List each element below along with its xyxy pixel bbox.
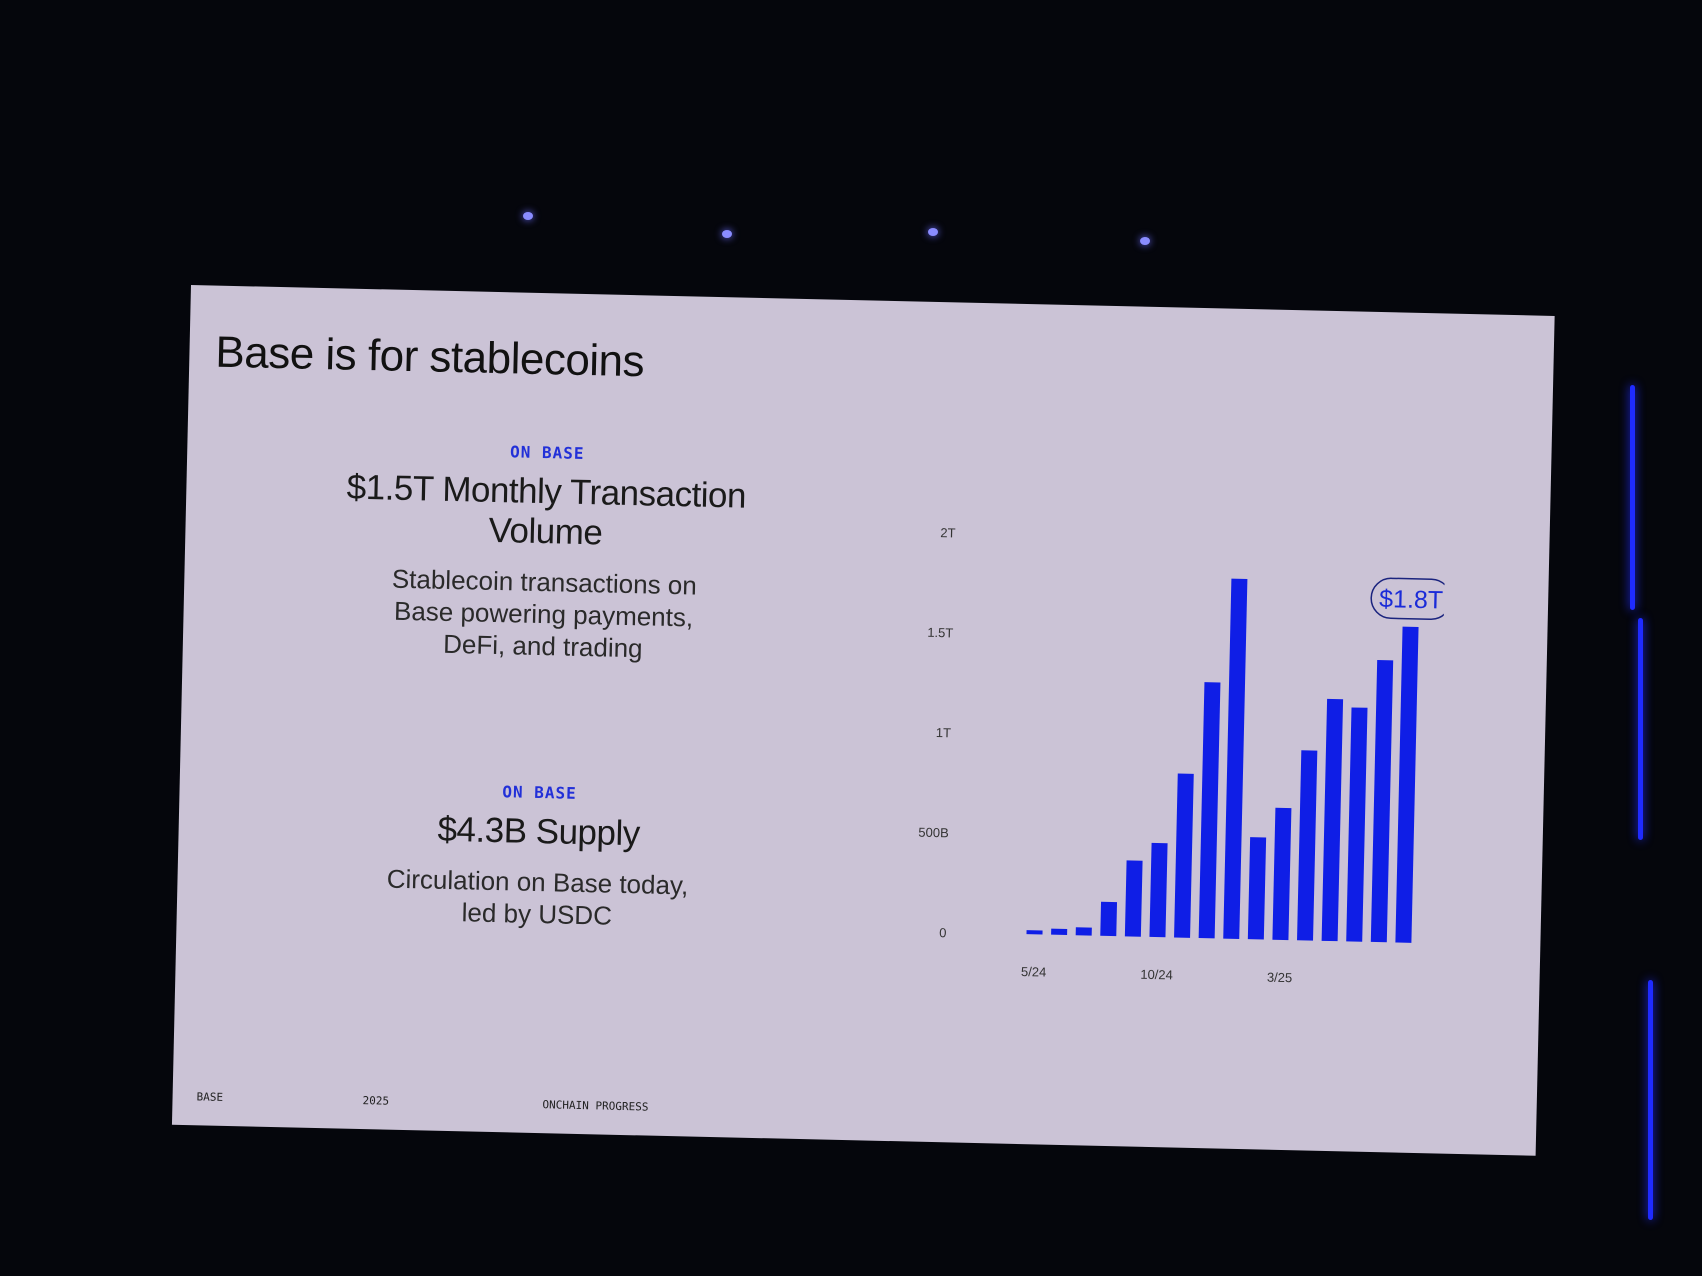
bar-5/25 [1321,698,1344,942]
led-strip [1630,385,1635,610]
stat-kicker: ON BASE [502,782,577,803]
bar-4/25 [1297,750,1318,941]
stage-light [1140,237,1150,245]
x-tick-label: 10/24 [1140,967,1173,983]
led-strip [1638,618,1643,840]
bar-6/24 [1051,928,1068,936]
stat-headline: $1.5T Monthly Transaction Volume [346,467,747,553]
y-tick-label: 0 [939,925,947,940]
stage-light [523,212,533,220]
bar-7/24 [1075,927,1092,936]
x-tick-label: 3/25 [1267,970,1293,986]
bar-10/24 [1149,842,1168,938]
bar-3/25 [1272,807,1292,941]
bar-8/25 [1395,626,1419,943]
y-tick-label: 1.5T [927,625,953,641]
footer-section: ONCHAIN PROGRESS [542,1098,649,1114]
annotation-label: $1.8T [1379,585,1444,614]
bar-11/24 [1174,773,1194,938]
y-tick-label: 500B [918,825,949,841]
y-tick-label: 2T [940,525,956,540]
footer-year: 2025 [362,1094,390,1108]
stat-description: Stablecoin transactions on Base powering… [391,563,698,664]
bar-5/24 [1026,930,1043,935]
presentation-slide: Base is for stablecoins ON BASE $1.5T Mo… [171,285,1555,1156]
bar-2/25 [1247,837,1267,940]
bar-6/25 [1346,707,1368,942]
footer-brand: BASE [196,1090,224,1104]
stage-light [722,230,732,238]
annotation-pill [1370,577,1447,620]
y-tick-label: 1T [936,725,952,740]
stat-volume: ON BASE $1.5T Monthly Transaction Volume… [333,438,758,666]
volume-bar-chart: 0 500B 1T 1.5T 2T 5/24 10/24 3/25 $1.8T [918,525,1447,986]
bar-8/24 [1100,901,1118,937]
bar-7/25 [1370,660,1394,943]
bar-9/24 [1124,860,1143,937]
x-tick-label: 5/24 [1021,964,1047,980]
stat-supply: ON BASE $4.3B Supply Circulation on Base… [327,778,750,934]
slide-title: Base is for stablecoins [214,327,645,387]
stat-headline: $4.3B Supply [437,809,641,854]
led-strip [1648,980,1653,1220]
bar-1/25 [1223,578,1248,939]
bar-12/24 [1198,682,1221,939]
stat-kicker: ON BASE [509,442,585,463]
stat-description: Circulation on Base today, led by USDC [386,863,689,931]
stage-light [928,228,938,236]
